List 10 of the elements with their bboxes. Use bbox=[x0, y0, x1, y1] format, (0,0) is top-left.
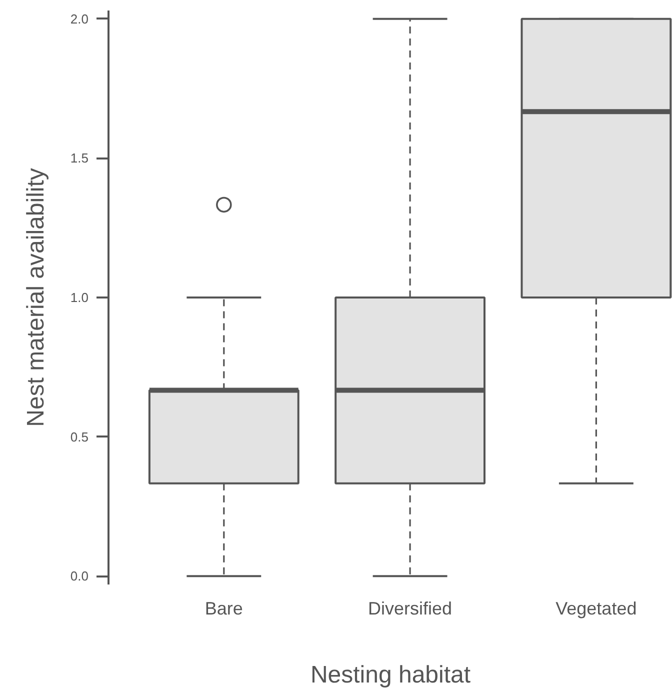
y-axis-title: Nest material availability bbox=[22, 168, 50, 427]
y-tick-label: 0.0 bbox=[70, 568, 89, 584]
y-tick-label: 1.0 bbox=[70, 290, 89, 305]
x-axis-title: Nesting habitat bbox=[310, 662, 471, 688]
y-tick-label: 2.0 bbox=[70, 11, 89, 26]
x-tick-label: Bare bbox=[204, 598, 243, 618]
y-tick-label: 0.5 bbox=[70, 429, 89, 444]
x-tick-label: Diversified bbox=[368, 598, 452, 618]
y-tick-label: 1.5 bbox=[70, 150, 89, 166]
x-tick-label: Vegetated bbox=[556, 598, 637, 618]
